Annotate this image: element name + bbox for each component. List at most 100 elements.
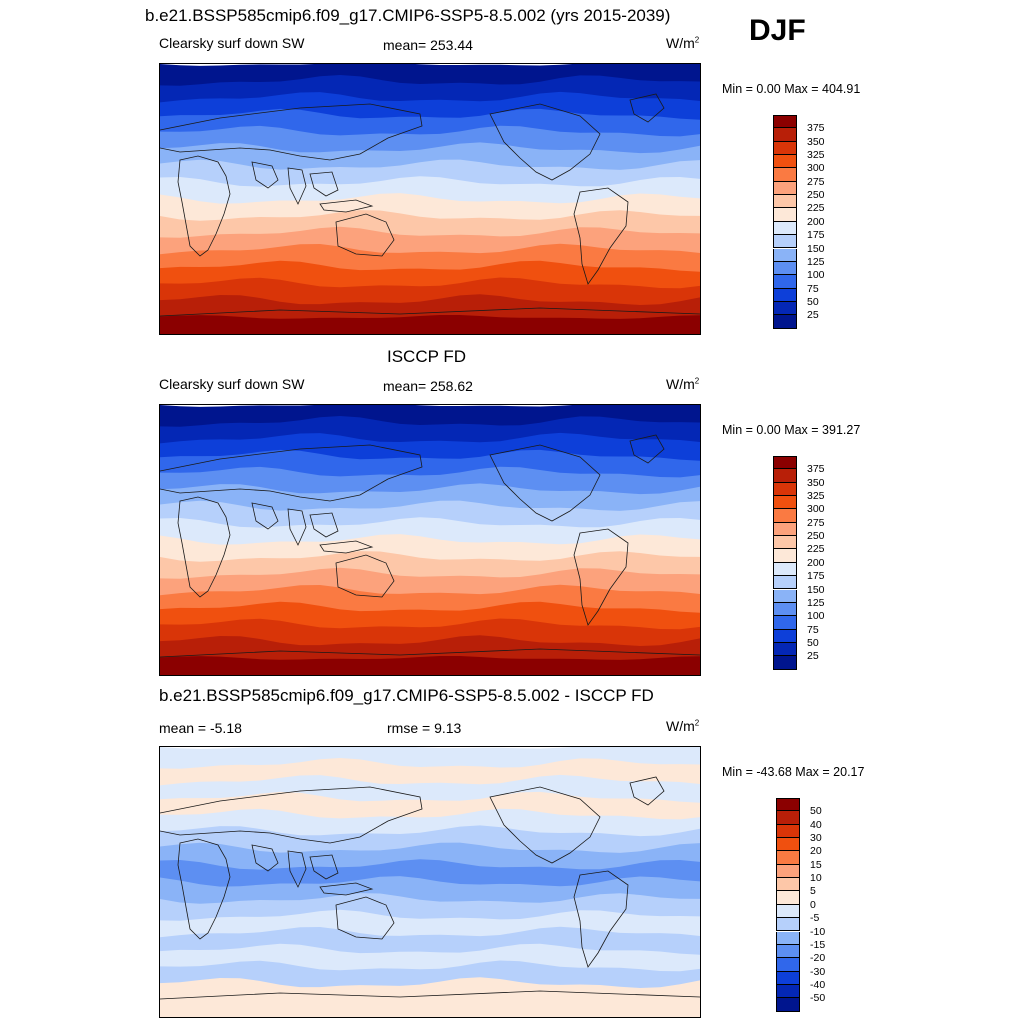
field-band [160, 998, 700, 1017]
colorbar-label: 30 [810, 832, 822, 845]
colorbar-label: 325 [807, 490, 825, 503]
colorbar-swatch [773, 469, 797, 483]
coastline [160, 990, 700, 1000]
colorbar-label: 225 [807, 543, 825, 556]
colorbar-swatch [776, 984, 800, 999]
colorbar-label: -30 [810, 965, 826, 978]
colorbar-swatch [773, 642, 797, 657]
field-band [160, 656, 700, 675]
unit-label: W/m2 [666, 35, 700, 51]
coastline [251, 502, 307, 546]
mean-label: mean= 258.62 [383, 378, 473, 394]
coastline [489, 786, 601, 864]
colorbar-swatch [776, 798, 800, 812]
colorbar-swatch [773, 482, 797, 497]
colorbar-swatch [776, 838, 800, 852]
colorbar-swatch [773, 115, 797, 129]
colorbar: 375 350 325 300 275 250 225 200 175 150 125 100 75 50… [773, 115, 853, 329]
min-max-label: Min = -43.68 Max = 20.17 [722, 765, 865, 779]
colorbar-label: -50 [810, 992, 826, 1005]
colorbar-swatch [776, 931, 800, 945]
mean-label: mean = -5.18 [159, 720, 242, 736]
coastline [160, 103, 423, 161]
colorbar-label: 275 [807, 516, 825, 529]
coastline [177, 155, 231, 257]
colorbar-swatch [773, 288, 797, 302]
colorbar-label: 300 [807, 162, 825, 175]
coastline [160, 786, 423, 844]
coastline [629, 93, 665, 123]
unit-label: W/m2 [666, 376, 700, 392]
colorbar-label: 250 [807, 189, 825, 202]
map-observation [159, 404, 701, 676]
colorbar-label: 375 [807, 463, 825, 476]
colorbar-swatch [773, 195, 797, 209]
min-max-label: Min = 0.00 Max = 404.91 [722, 82, 861, 96]
map-difference [159, 746, 701, 1018]
unit-label: W/m2 [666, 718, 700, 734]
coastline [335, 896, 395, 940]
colorbar-swatch [773, 629, 797, 643]
coastline [335, 554, 395, 598]
colorbar-label: -40 [810, 978, 826, 991]
colorbar-swatch [773, 235, 797, 249]
colorbar-swatch [773, 549, 797, 563]
colorbar-swatch [773, 315, 797, 329]
panel-title: b.e21.BSSP585cmip6.f09_g17.CMIP6-SSP5-8.… [145, 6, 671, 25]
map-field [160, 64, 700, 334]
colorbar-swatch [773, 168, 797, 182]
rmse-label: rmse = 9.13 [387, 720, 462, 736]
colorbar-label: 25 [807, 650, 819, 663]
colorbar-swatch [773, 522, 797, 537]
colorbar-swatch [776, 864, 800, 879]
coastline [573, 187, 629, 285]
colorbar-label: 5 [810, 885, 816, 898]
colorbar-label: 150 [807, 583, 825, 596]
colorbar-label: 125 [807, 255, 825, 268]
colorbar-label: 250 [807, 530, 825, 543]
colorbar-swatch [773, 456, 797, 470]
map-field [160, 747, 700, 1017]
coastline [629, 776, 665, 806]
coastline [160, 444, 423, 502]
colorbar-label: 10 [810, 872, 822, 885]
variable-label: Clearsky surf down SW [159, 35, 305, 51]
colorbar-label: 375 [807, 122, 825, 135]
coastline [309, 512, 374, 554]
min-max-label: Min = 0.00 Max = 391.27 [722, 423, 861, 437]
colorbar-swatch [773, 141, 797, 156]
colorbar-swatch [773, 656, 797, 670]
colorbar-label: 225 [807, 202, 825, 215]
colorbar-swatch [773, 275, 797, 289]
colorbar-label: 350 [807, 476, 825, 489]
colorbar-swatch [776, 891, 800, 905]
colorbar-label: 175 [807, 570, 825, 583]
coastline [489, 103, 601, 181]
colorbar-swatch [776, 944, 800, 959]
colorbar-label: 75 [807, 623, 819, 636]
field-band [160, 315, 700, 334]
colorbar-swatch [776, 811, 800, 825]
map-model [159, 63, 701, 335]
colorbar-label: -20 [810, 952, 826, 965]
colorbar-swatch [773, 576, 797, 590]
coastline [251, 844, 307, 888]
coastline [309, 854, 374, 896]
colorbar-label: -5 [810, 912, 820, 925]
colorbar-swatch [776, 971, 800, 985]
coastline [573, 870, 629, 968]
colorbar-swatch [773, 155, 797, 169]
colorbar-swatch [776, 878, 800, 892]
coastline [177, 838, 231, 940]
coastlines [160, 93, 700, 317]
colorbar-swatch [773, 221, 797, 236]
map-field [160, 405, 700, 675]
colorbar-label: -10 [810, 925, 826, 938]
colorbar-swatch [773, 602, 797, 617]
colorbar-label: 125 [807, 596, 825, 609]
coastline [335, 213, 395, 257]
colorbar-swatch [773, 248, 797, 262]
colorbar-label: 50 [810, 805, 822, 818]
colorbar-swatch [773, 261, 797, 276]
colorbar-label: 100 [807, 269, 825, 282]
